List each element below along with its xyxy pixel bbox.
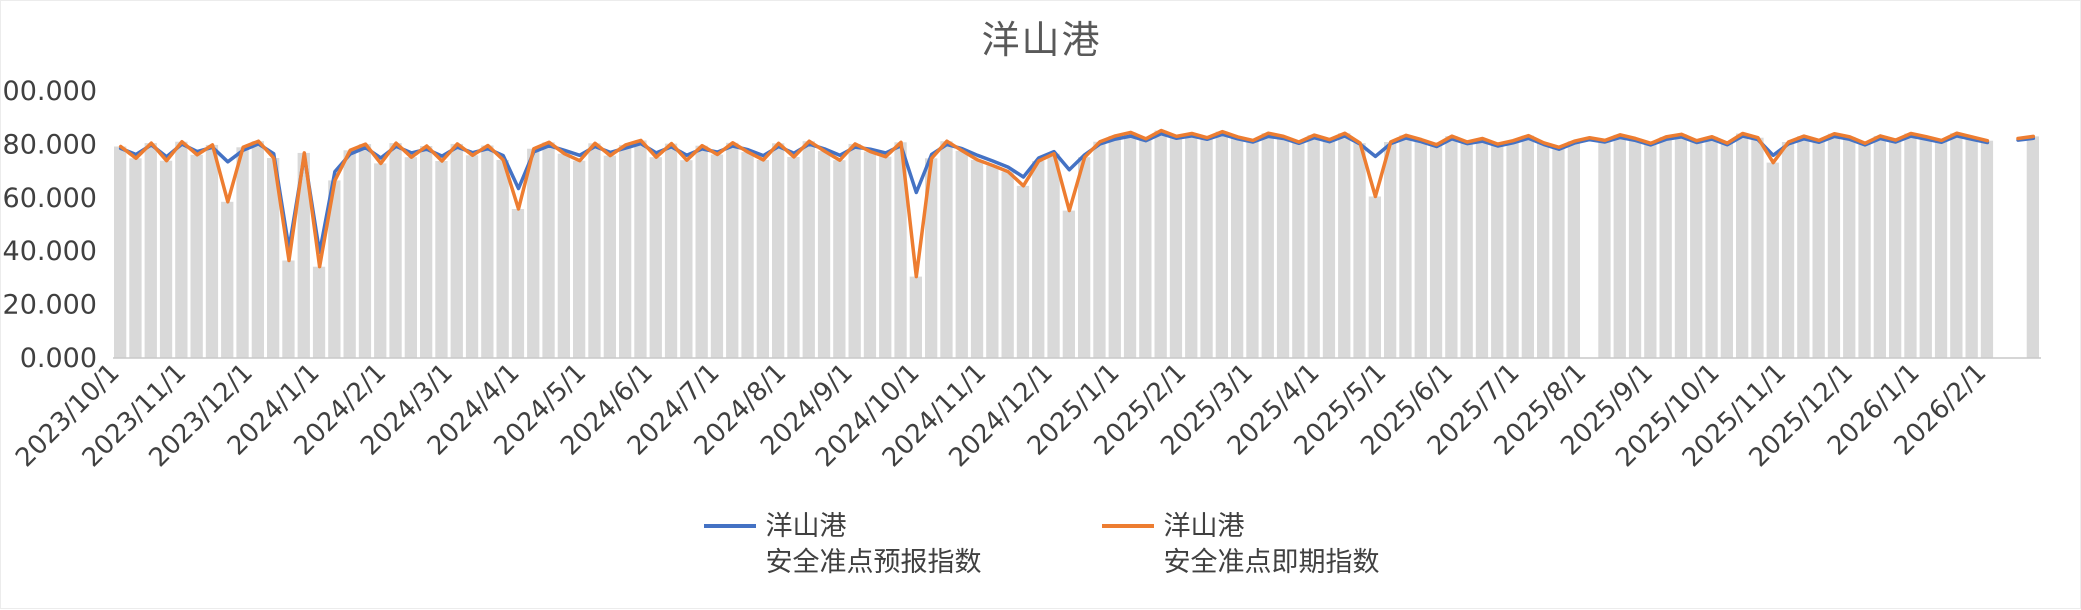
- svg-text:0.000: 0.000: [20, 343, 97, 374]
- legend-spot-line1: 洋山港: [1163, 511, 1245, 542]
- legend-forecast-line2: 安全准点预报指数: [765, 547, 982, 579]
- svg-text:40.000: 40.000: [3, 236, 97, 267]
- chart-title: 洋山港: [981, 17, 1102, 62]
- legend-forecast-line1: 洋山港: [765, 511, 847, 542]
- legend-item-spot: 洋山港 安全准点即期指数: [1101, 509, 1380, 582]
- chart-legend: 洋山港 安全准点预报指数 洋山港 安全准点即期指数: [1, 481, 2081, 601]
- plot-area: 0.00020.00040.00060.00080.000100.0002023…: [1, 71, 2081, 481]
- forecast-series-line-swatch: [703, 524, 756, 528]
- svg-text:20.000: 20.000: [3, 290, 97, 321]
- spot-series-line-swatch: [1101, 524, 1154, 528]
- svg-text:100.000: 100.000: [1, 76, 97, 107]
- svg-text:80.000: 80.000: [3, 129, 97, 160]
- legend-spot-line2: 安全准点即期指数: [1163, 547, 1380, 579]
- svg-text:60.000: 60.000: [3, 183, 97, 214]
- legend-item-forecast: 洋山港 安全准点预报指数: [703, 509, 982, 582]
- chart-plot-svg: 0.00020.00040.00060.00080.000100.0002023…: [1, 76, 2041, 473]
